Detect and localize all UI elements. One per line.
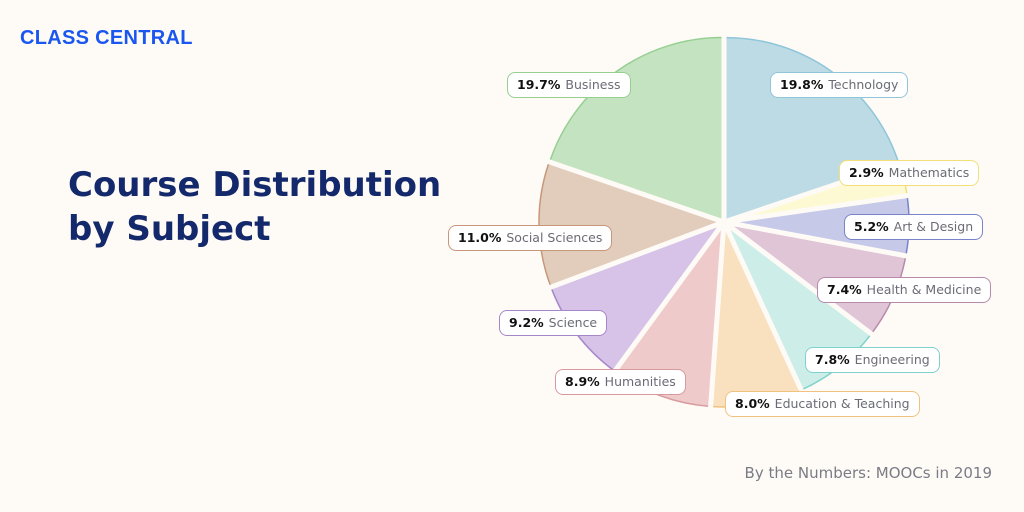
- data-label-science: 9.2% Science: [499, 310, 608, 336]
- slice-separator: [722, 220, 877, 339]
- page-title: Course Distribution by Subject: [68, 163, 441, 251]
- pie-slice-social-sciences: [538, 161, 724, 288]
- title-line-1: Course Distribution: [68, 165, 442, 205]
- slice-separator: [723, 219, 912, 260]
- data-label-mathematics: 2.9% Mathematics: [839, 160, 980, 186]
- data-label-technology: 19.8% Technology: [770, 72, 909, 98]
- pie-slice-business: [549, 36, 724, 221]
- slice-separator: [543, 157, 725, 225]
- title-line-2: by Subject: [68, 209, 271, 249]
- data-label-business: 19.7% Business: [507, 72, 631, 98]
- data-label-humanities: 8.9% Humanities: [555, 369, 686, 395]
- data-label-social-sciences: 11.0% Social Sciences: [448, 225, 613, 251]
- class-central-logo: CLASS CENTRAL: [20, 27, 193, 49]
- slice-separator: [721, 220, 806, 396]
- slice-separator: [707, 221, 727, 412]
- data-label-health-medicine: 7.4% Health & Medicine: [817, 277, 992, 303]
- data-label-engineering: 7.8% Engineering: [805, 347, 940, 373]
- slice-separator: [545, 219, 725, 292]
- data-label-education-teaching: 8.0% Education & Teaching: [725, 391, 920, 417]
- footer-caption: By the Numbers: MOOCs in 2019: [744, 464, 992, 482]
- slice-separator: [609, 220, 727, 377]
- data-label-art-design: 5.2% Art & Design: [844, 214, 984, 240]
- slice-separator: [723, 192, 913, 225]
